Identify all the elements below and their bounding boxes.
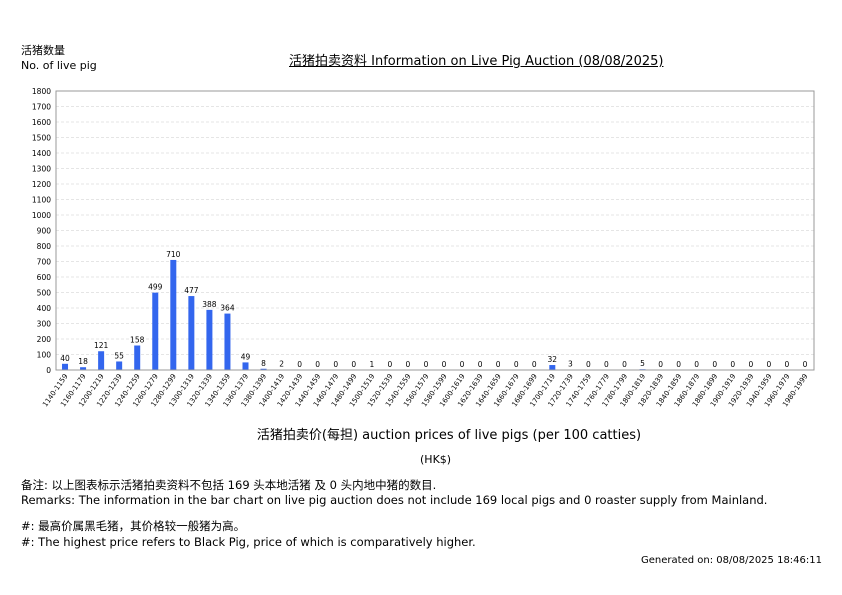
y-tick-label: 100 bbox=[37, 351, 52, 360]
bar-value-label: 0 bbox=[333, 360, 338, 369]
bar-value-label: 0 bbox=[586, 360, 591, 369]
bar-value-label: 5 bbox=[640, 359, 645, 368]
bar-value-label: 0 bbox=[442, 360, 447, 369]
bar-value-label: 364 bbox=[220, 304, 235, 313]
bar-value-label: 0 bbox=[424, 360, 429, 369]
chart-title: 活猪拍卖资料 Information on Live Pig Auction (… bbox=[289, 54, 664, 69]
bar-value-label: 0 bbox=[748, 360, 753, 369]
bar bbox=[188, 296, 195, 370]
bar-value-label: 0 bbox=[676, 360, 681, 369]
y-tick-label: 1600 bbox=[32, 118, 51, 127]
y-tick-label: 700 bbox=[37, 258, 52, 267]
y-axis-tick-labels: 0 100 200 300 400 500 600 700 800 900 1000 1100 1200… bbox=[32, 87, 51, 375]
bar-value-label: 499 bbox=[148, 283, 163, 292]
bar-value-label: 1 bbox=[369, 360, 374, 369]
grid-lines bbox=[56, 90, 814, 371]
note-english: #: The highest price refers to Black Pig… bbox=[21, 535, 476, 549]
generated-timestamp: Generated on: 08/08/2025 18:46:11 bbox=[641, 555, 822, 566]
bar bbox=[260, 368, 267, 370]
bar bbox=[134, 345, 141, 370]
bar-value-label: 3 bbox=[568, 360, 573, 369]
bar-value-label: 40 bbox=[60, 354, 70, 363]
bar-value-label: 32 bbox=[548, 355, 558, 364]
note-chinese: #: 最高价属黑毛猪，其价格较一般猪为高。 bbox=[21, 519, 246, 533]
bar-value-label: 0 bbox=[694, 360, 699, 369]
bars bbox=[62, 259, 646, 370]
bar-value-label: 0 bbox=[496, 360, 501, 369]
bar-value-label: 710 bbox=[166, 250, 181, 259]
bar-chart: 0100200300400500600700800900100011001200… bbox=[32, 87, 815, 443]
bar-value-label: 0 bbox=[604, 360, 609, 369]
bar-value-label: 0 bbox=[351, 360, 356, 369]
bar-value-label: 0 bbox=[785, 360, 790, 369]
y-tick-label: 800 bbox=[37, 242, 52, 251]
x-axis-title: 活猪拍卖价(每担) auction prices of live pigs (p… bbox=[257, 427, 641, 443]
bar-value-label: 0 bbox=[478, 360, 483, 369]
bar-value-label: 0 bbox=[406, 360, 411, 369]
bar bbox=[116, 361, 123, 370]
bar-value-label: 8 bbox=[261, 359, 266, 368]
y-tick-label: 1700 bbox=[32, 103, 51, 112]
y-tick-label: 900 bbox=[37, 227, 52, 236]
bar-value-label: 0 bbox=[766, 360, 771, 369]
y-tick-label: 0 bbox=[46, 366, 51, 375]
bar-value-label: 0 bbox=[658, 360, 663, 369]
bar-value-label: 49 bbox=[241, 352, 251, 361]
bar bbox=[152, 292, 159, 370]
bar-value-label: 158 bbox=[130, 336, 145, 345]
plot-frame bbox=[55, 90, 815, 371]
bar-value-label: 18 bbox=[78, 357, 88, 366]
bar-value-label: 0 bbox=[315, 360, 320, 369]
bar bbox=[62, 363, 69, 370]
bar-value-label: 0 bbox=[622, 360, 627, 369]
bar-value-label: 0 bbox=[460, 360, 465, 369]
y-axis-title-chinese: 活猪数量 bbox=[21, 44, 65, 57]
y-tick-label: 1300 bbox=[32, 165, 51, 174]
bar bbox=[549, 365, 556, 370]
bar bbox=[242, 362, 249, 370]
bar bbox=[170, 259, 177, 370]
y-tick-label: 600 bbox=[37, 273, 52, 282]
bar bbox=[224, 313, 231, 370]
bar-value-label: 0 bbox=[532, 360, 537, 369]
bar bbox=[206, 309, 213, 370]
bar-value-label: 121 bbox=[94, 341, 109, 350]
bar-value-label: 0 bbox=[712, 360, 717, 369]
y-tick-label: 1200 bbox=[32, 180, 51, 189]
y-tick-label: 1000 bbox=[32, 211, 51, 220]
bar-value-label: 0 bbox=[387, 360, 392, 369]
bar-value-label: 477 bbox=[184, 286, 199, 295]
y-tick-label: 1800 bbox=[32, 87, 51, 96]
x-axis-tick-labels: 1140-11591160-11791200-12191220-12391240… bbox=[41, 373, 809, 409]
bar-value-label: 0 bbox=[514, 360, 519, 369]
bar bbox=[98, 351, 105, 370]
bar-value-label: 0 bbox=[803, 360, 808, 369]
bar-value-label: 55 bbox=[114, 351, 124, 360]
remarks-english: Remarks: The information in the bar char… bbox=[21, 493, 768, 507]
bar-value-label: 388 bbox=[202, 300, 217, 309]
remarks-chinese: 备注: 以上图表标示活猪拍卖资料不包括 169 头本地活猪 及 0 头内地中猪的… bbox=[21, 478, 437, 492]
y-tick-label: 1400 bbox=[32, 149, 51, 158]
bar-value-label: 0 bbox=[297, 360, 302, 369]
bar-value-label: 2 bbox=[279, 360, 284, 369]
x-axis-unit: (HK$) bbox=[420, 453, 452, 466]
bar bbox=[80, 367, 87, 370]
y-axis-title-english: No. of live pig bbox=[21, 59, 97, 72]
y-tick-label: 300 bbox=[37, 320, 52, 329]
y-tick-label: 1500 bbox=[32, 134, 51, 143]
y-tick-label: 200 bbox=[37, 335, 52, 344]
bar-value-label: 0 bbox=[730, 360, 735, 369]
y-tick-label: 400 bbox=[37, 304, 52, 313]
y-tick-label: 1100 bbox=[32, 196, 51, 205]
y-tick-label: 500 bbox=[37, 289, 52, 298]
